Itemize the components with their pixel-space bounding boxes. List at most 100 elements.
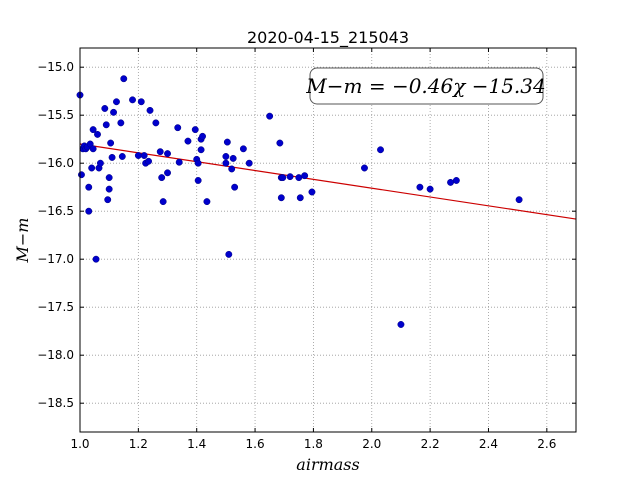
data-point — [159, 198, 167, 206]
y-tick-label: −15.0 — [37, 60, 74, 74]
data-point — [194, 159, 202, 167]
y-tick-label: −17.0 — [37, 252, 74, 266]
axis-ticks — [79, 48, 576, 432]
data-point — [101, 105, 109, 112]
data-point — [231, 183, 239, 191]
data-point — [113, 98, 120, 106]
data-point — [426, 185, 434, 193]
data-point — [152, 119, 160, 127]
data-point — [89, 145, 97, 153]
data-point — [129, 96, 136, 104]
data-point — [158, 174, 166, 182]
data-point — [397, 321, 405, 328]
data-point — [174, 124, 182, 132]
x-tick-label: 2.4 — [479, 437, 498, 451]
data-point — [279, 174, 287, 182]
data-point — [199, 132, 206, 140]
data-points — [76, 75, 523, 328]
data-point — [296, 194, 304, 202]
data-point — [145, 157, 153, 165]
data-point — [266, 112, 274, 120]
data-point — [203, 198, 211, 206]
data-point — [164, 169, 171, 177]
data-point — [110, 108, 118, 116]
data-point — [295, 174, 303, 182]
data-point — [107, 139, 115, 147]
data-point — [89, 126, 97, 134]
data-point — [416, 183, 424, 191]
data-point — [194, 177, 202, 184]
data-point — [94, 130, 101, 138]
data-point — [225, 250, 233, 258]
data-point — [377, 146, 384, 154]
x-tick-label: 2.2 — [421, 437, 440, 451]
y-tick-labels: −15.0 −15.5 −16.0 −16.5 −17.0 −17.5 −18.0 −18.5 — [37, 60, 74, 410]
data-point — [78, 171, 85, 179]
data-point — [140, 152, 148, 159]
data-point — [308, 188, 316, 196]
chart-title: 2020-04-15_215043 — [247, 28, 409, 48]
data-point — [447, 178, 454, 186]
data-point — [197, 146, 205, 154]
x-tick-label: 1.8 — [304, 437, 323, 451]
y-tick-label: −16.5 — [37, 204, 74, 218]
x-tick-label: 1.2 — [129, 437, 148, 451]
data-point — [137, 98, 145, 106]
data-point — [184, 137, 192, 145]
data-point — [105, 174, 113, 182]
fit-annotation: M−m = −0.46χ −15.34 — [305, 67, 546, 105]
x-axis-label: airmass — [296, 455, 359, 474]
data-point — [134, 152, 142, 159]
x-tick-labels: 1.0 1.2 1.4 1.6 1.8 2.0 2.2 2.4 2.6 — [70, 437, 556, 451]
data-point — [222, 159, 230, 167]
fit-line — [79, 143, 577, 220]
data-point — [276, 139, 284, 147]
data-point — [277, 194, 285, 202]
data-point — [515, 196, 523, 204]
data-point — [452, 177, 460, 184]
y-axis-label: M−m — [13, 218, 32, 264]
data-point — [88, 164, 96, 172]
data-point — [191, 126, 199, 134]
x-tick-label: 2.0 — [362, 437, 381, 451]
data-point — [92, 255, 100, 263]
annotation-box — [309, 67, 544, 105]
data-point — [104, 196, 112, 204]
y-tick-label: −18.5 — [37, 396, 74, 410]
fit-layer — [79, 143, 577, 220]
data-point — [108, 153, 116, 161]
plot-frame — [79, 47, 577, 433]
data-point — [156, 148, 164, 156]
data-point — [96, 159, 104, 167]
y-tick-label: −15.5 — [37, 108, 74, 122]
x-tick-label: 2.6 — [537, 437, 556, 451]
data-point — [120, 75, 128, 83]
data-point — [118, 153, 126, 160]
data-point — [239, 145, 247, 153]
data-point — [245, 159, 253, 167]
data-point — [228, 165, 236, 173]
y-tick-label: −16.0 — [37, 156, 74, 170]
data-point — [117, 119, 125, 127]
data-point — [105, 185, 113, 193]
plot-area — [80, 48, 576, 432]
data-point — [146, 106, 154, 114]
data-point — [222, 153, 230, 160]
data-point — [229, 154, 237, 162]
data-point — [102, 121, 110, 129]
data-point — [301, 172, 309, 180]
data-point — [164, 150, 171, 158]
data-point — [223, 138, 231, 146]
x-tick-label: 1.6 — [246, 437, 265, 451]
data-point — [361, 164, 368, 172]
y-tick-label: −18.0 — [37, 348, 74, 362]
x-tick-label: 1.0 — [70, 437, 89, 451]
grid-lines — [79, 48, 576, 432]
x-tick-label: 1.4 — [187, 437, 206, 451]
data-point — [85, 183, 93, 191]
y-tick-label: −17.5 — [37, 300, 74, 314]
annotation-text: M−m = −0.46χ −15.34 — [305, 74, 545, 98]
data-point — [286, 173, 294, 181]
data-point — [175, 158, 183, 166]
